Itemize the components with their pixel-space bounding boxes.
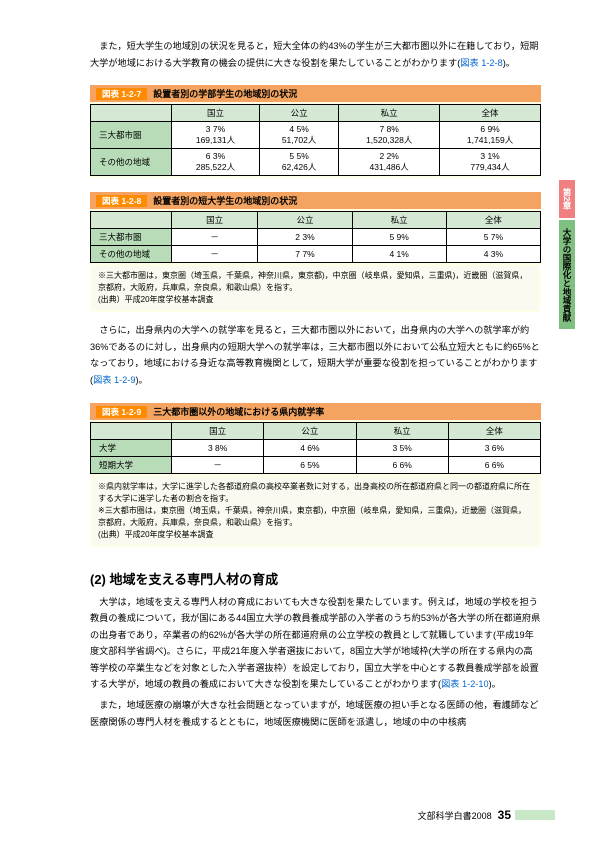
figref-128: 図表 1-2-8 [460,58,502,68]
body-para-3: 大学は，地域を支える専門人材の育成においても大きな役割を果たしています。例えば，… [90,594,541,693]
table-row: 三大都市圏 3 7%169,131人 4 5%51,702人 7 8%1,520… [91,122,541,149]
table-127-header: 図表 1-2-7設置者別の学部学生の地域別の状況 [90,85,541,102]
chapter-title: 大学の国際化と地域貢献 [559,220,575,330]
chapter-side-tab: 第2章 大学の国際化と地域貢献 [559,180,587,329]
footer-text: 文部科学白書2008 [418,809,492,822]
table-129-block: 図表 1-2-9三大都市圏以外の地域における県内就学率 国立公立 私立全体 大学… [90,403,541,547]
table-128-header: 図表 1-2-8設置者別の短大学生の地域別の状況 [90,192,541,209]
figref-129: 図表 1-2-9 [93,375,135,385]
intro-para-1: また，短大学生の地域別の状況を見ると，短大全体の約43%の学生が三大都市圏以外に… [90,38,541,71]
section-heading-2: (2) 地域を支える専門人材の育成 [90,569,541,588]
table-127-block: 図表 1-2-7設置者別の学部学生の地域別の状況 国立 公立 私立 全体 三大都… [90,85,541,178]
table-129: 国立公立 私立全体 大学 3 8%4 6% 3 5%3 6% 短期大学 －6 5… [90,422,541,474]
table-128-block: 図表 1-2-8設置者別の短大学生の地域別の状況 国立公立 私立全体 三大都市圏… [90,192,541,312]
body-para-2: さらに，出身県内の大学への就学率を見ると，三大都市圏以外において，出身県内の大学… [90,322,541,388]
page-number: 35 [498,808,511,822]
figref-1210: 図表 1-2-10 [441,679,489,689]
body-para-4: また，地域医療の崩壊が大きな社会問題となっていますが，地域医療の担い手となる医師… [90,697,541,730]
table-row: その他の地域 －7 7% 4 1%4 3% [91,246,541,263]
table-129-note: ※県内就学率は，大学に進学した各都道府県の高校卒業者数に対する，出身高校の所在都… [92,477,539,545]
page-footer: 文部科学白書2008 35 [418,808,555,822]
table-128: 国立公立 私立全体 三大都市圏 －2 3% 5 9%5 7% その他の地域 －7… [90,211,541,263]
table-row: 短期大学 －6 5% 6 6%6 6% [91,456,541,473]
table-129-header: 図表 1-2-9三大都市圏以外の地域における県内就学率 [90,403,541,420]
table-row: その他の地域 6 3%285,522人 5 5%62,426人 2 2%431,… [91,149,541,176]
chapter-label: 第2章 [559,180,575,218]
table-row: 大学 3 8%4 6% 3 5%3 6% [91,439,541,456]
table-127: 国立 公立 私立 全体 三大都市圏 3 7%169,131人 4 5%51,70… [90,104,541,176]
table-128-note: ※三大都市圏は，東京圏（埼玉県，千葉県，神奈川県，東京都)，中京圏（岐阜県，愛知… [92,266,539,310]
footer-bar-icon [515,810,555,820]
table-row: 三大都市圏 －2 3% 5 9%5 7% [91,229,541,246]
